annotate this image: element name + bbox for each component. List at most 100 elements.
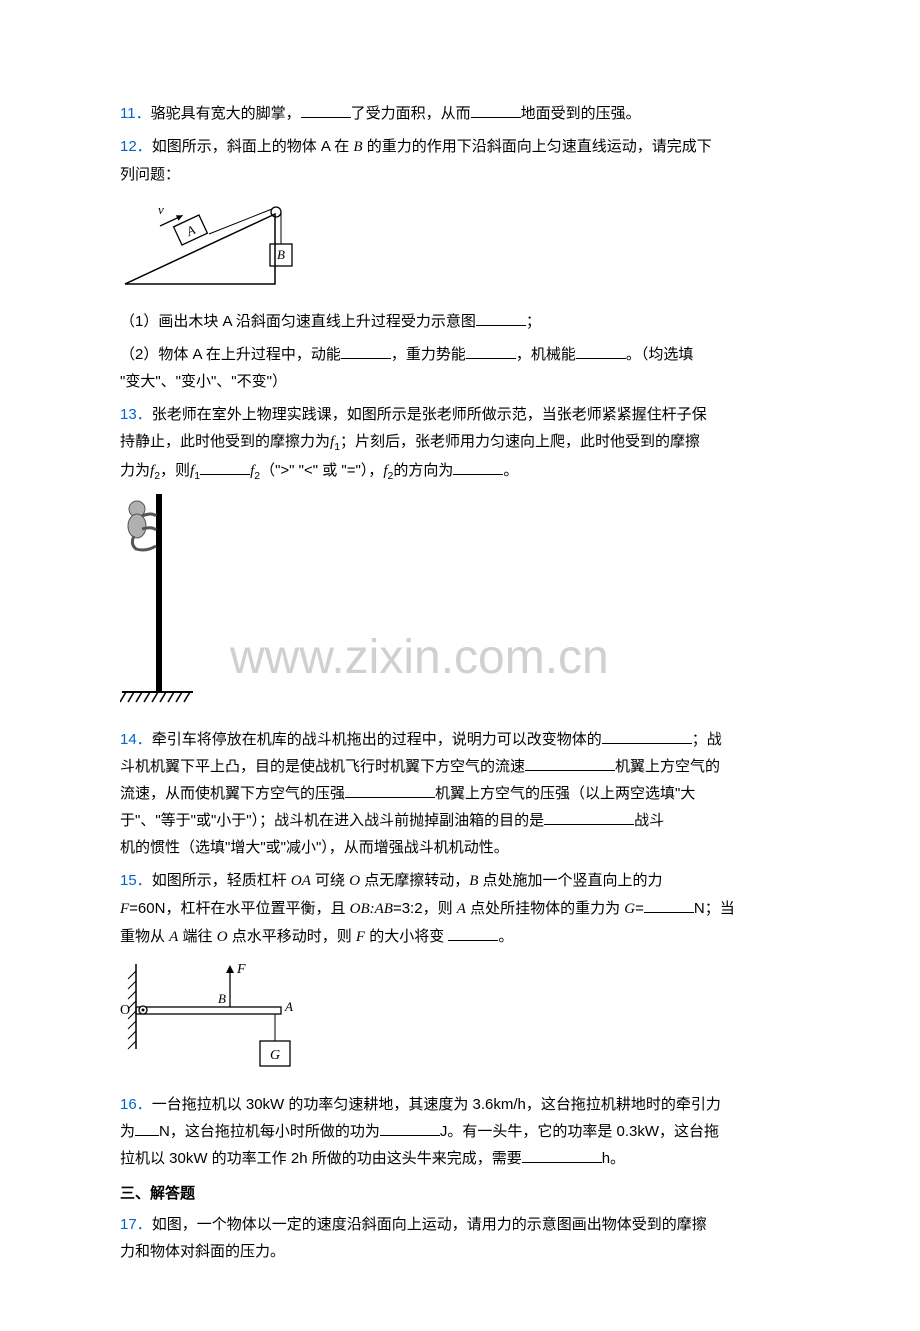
q16-text-b: 为 [120, 1123, 135, 1140]
q12-p1-b: ； [526, 313, 541, 330]
q15-O2: O [217, 929, 228, 945]
q13-text-b: 持静止，此时他受到的摩擦力为 [120, 433, 330, 450]
q16-text-c: N，这台拖拉机每小时所做的功为 [159, 1123, 380, 1140]
question-12: 12．如图所示，斜面上的物体 A 在 B 的重力的作用下沿斜面向上匀速直线运动，… [120, 133, 800, 188]
q13-text-g: 的方向为 [393, 462, 453, 479]
q15-text-h: = [635, 900, 644, 917]
q15-O: O [349, 873, 360, 889]
q12-p1-a: （1）画出木块 A 沿斜面匀速直线上升过程受力示意图 [120, 313, 476, 330]
q11-text-b: 了受力面积，从而 [351, 105, 471, 122]
q14-blank1 [602, 729, 692, 744]
q17-text-b: 力和物体对斜面的压力。 [120, 1238, 800, 1265]
q11-blank-2 [471, 103, 521, 118]
q13-blank1 [200, 460, 250, 475]
q15-F2: F [356, 929, 365, 945]
q15-text-a: 如图所示，轻质杠杆 [152, 872, 291, 889]
q14-blank4 [544, 810, 634, 825]
q15-F: F [120, 901, 129, 917]
q15-fig-O: O [120, 1003, 130, 1018]
q14-text-e: 流速，从而使机翼下方空气的压强 [120, 785, 345, 802]
q15-text-g: 点处所挂物体的重力为 [466, 900, 624, 917]
q11-text-a: 骆驼具有宽大的脚掌， [151, 105, 301, 122]
q15-text-m: 的大小将变 [365, 928, 444, 945]
q12-p2-b: ，重力势能 [391, 346, 466, 363]
q12-p2-blank3 [576, 344, 626, 359]
q14-blank3 [345, 783, 435, 798]
q15-text-j: 重物从 [120, 928, 169, 945]
q15-blank2 [448, 926, 498, 941]
q14-text-f: 机翼上方空气的压强（以上两空选填"大 [435, 785, 695, 802]
q15-text-d: 点处施加一个竖直向上的力 [478, 872, 662, 889]
q12-incline-diagram: A v B [120, 196, 305, 291]
q12-p2-blank2 [466, 344, 516, 359]
q14-text-b: ；战 [692, 731, 722, 748]
q14-text-h: 战斗 [634, 812, 664, 829]
q15-text-k: 端往 [178, 928, 216, 945]
q12-number: 12． [120, 138, 152, 155]
q15-fig-A: A [284, 999, 293, 1014]
q12-intro-b: 的重力的作用下沿斜面向上匀速直线运动，请完成下 [363, 138, 712, 155]
q12-label-B: B [277, 247, 285, 262]
q17-text-a: 如图，一个物体以一定的速度沿斜面向上运动，请用力的示意图画出物体受到的摩擦 [152, 1216, 707, 1233]
q14-text-i: 机的惯性（选填"增大"或"减小"），从而增强战斗机机动性。 [120, 834, 800, 861]
q13-text-e: ，则 [160, 462, 190, 479]
q15-G: G [624, 901, 635, 917]
q12-label-v: v [158, 202, 164, 217]
q15-fig-F: F [236, 962, 246, 977]
q13-text-c: ；片刻后，张老师用力匀速向上爬，此时他受到的摩擦 [340, 433, 700, 450]
q12-p2-e: "变大"、"变小"、"不变"） [120, 368, 800, 395]
question-15: 15．如图所示，轻质杠杆 OA 可绕 O 点无摩擦转动，B 点处施加一个竖直向上… [120, 867, 800, 951]
q13-blank2 [453, 460, 503, 475]
q11-text-c: 地面受到的压强。 [521, 105, 641, 122]
q15-figure: O F B A G [120, 959, 800, 1083]
q11-blank-1 [301, 103, 351, 118]
q15-text-i: N；当 [694, 900, 735, 917]
question-17: 17．如图，一个物体以一定的速度沿斜面向上运动，请用力的示意图画出物体受到的摩擦… [120, 1211, 800, 1265]
q16-text-e: 拉机以 30kW 的功率工作 2h 所做的功由这头牛来完成，需要 [120, 1150, 522, 1167]
q12-p1-blank [476, 311, 526, 326]
page-content: 11．骆驼具有宽大的脚掌，了受力面积，从而地面受到的压强。 12．如图所示，斜面… [120, 100, 800, 1265]
q13-pole-diagram [120, 494, 195, 709]
q12-label-A: A [183, 222, 197, 239]
q14-text-c: 斗机机翼下平上凸，目的是使战机飞行时机翼下方空气的流速 [120, 758, 525, 775]
q12-p2-c: ，机械能 [516, 346, 576, 363]
q15-text-b: 可绕 [311, 872, 349, 889]
q12-intro-a: 如图所示，斜面上的物体 A 在 [152, 138, 354, 155]
q15-A2: A [169, 929, 178, 945]
q14-blank2 [525, 756, 615, 771]
q12-p2-a: （2）物体 A 在上升过程中，动能 [120, 346, 341, 363]
q12-p2-blank1 [341, 344, 391, 359]
q14-text-a: 牵引车将停放在机库的战斗机拖出的过程中，说明力可以改变物体的 [152, 731, 602, 748]
q15-text-c: 点无摩擦转动， [360, 872, 469, 889]
q15-A: A [457, 901, 466, 917]
q15-B: B [469, 873, 478, 889]
q12-intro-c: 列问题： [120, 161, 800, 188]
q13-figure [120, 494, 800, 718]
q15-number: 15． [120, 872, 152, 889]
q13-text-f: （">" "<" 或 "="）， [260, 462, 383, 479]
q12-part1: （1）画出木块 A 沿斜面匀速直线上升过程受力示意图 ； [120, 308, 800, 335]
q14-text-g: 于"、"等于"或"小于"）；战斗机在进入战斗前抛掉副油箱的目的是 [120, 812, 544, 829]
q12-part2: （2）物体 A 在上升过程中，动能 ，重力势能 ，机械能 。（均选填 "变大"、"变小… [120, 341, 800, 395]
q16-blank1 [135, 1121, 159, 1136]
q15-blank1 [644, 898, 694, 913]
q12-p2-d: 。（均选填 [626, 346, 694, 363]
q12-label-B-inline: B [353, 139, 362, 155]
q17-number: 17． [120, 1216, 152, 1233]
q15-text-f: =3:2，则 [393, 900, 457, 917]
q15-OA: OA [291, 873, 311, 889]
q16-text-d: J。有一头牛，它的功率是 0.3kW，这台拖 [440, 1123, 719, 1140]
q15-text-n: 。 [498, 928, 513, 945]
q15-fig-G: G [270, 1048, 280, 1063]
q16-text-a: 一台拖拉机以 30kW 的功率匀速耕地，其速度为 3.6km/h，这台拖拉机耕地… [152, 1096, 721, 1113]
q16-text-f: h。 [602, 1150, 625, 1167]
q14-number: 14． [120, 731, 152, 748]
q15-OBAB: OB:AB [350, 901, 393, 917]
question-13: 13．张老师在室外上物理实践课，如图所示是张老师所做示范，当张老师紧紧握住杆子保… [120, 401, 800, 486]
section-3-title: 三、解答题 [120, 1180, 800, 1207]
q13-text-h: 。 [503, 462, 518, 479]
q14-text-d: 机翼上方空气的 [615, 758, 720, 775]
q12-figure: A v B [120, 196, 800, 300]
q13-text-a: 张老师在室外上物理实践课，如图所示是张老师所做示范，当张老师紧紧握住杆子保 [152, 406, 707, 423]
q16-number: 16． [120, 1096, 152, 1113]
